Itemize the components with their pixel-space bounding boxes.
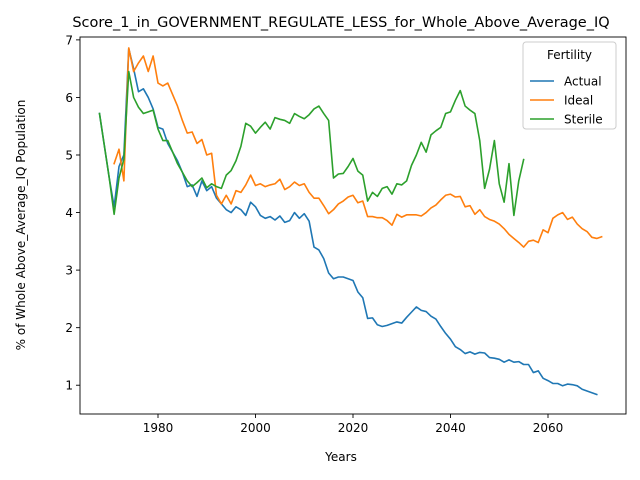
chart-title: Score_1_in_GOVERNMENT_REGULATE_LESS_for_… bbox=[72, 15, 609, 31]
x-tick-label: 1980 bbox=[143, 421, 174, 435]
x-tick-label: 2000 bbox=[240, 421, 271, 435]
legend-label-sterile: Sterile bbox=[564, 113, 603, 127]
series-line-sterile bbox=[98, 70, 525, 217]
x-tick-label: 2060 bbox=[533, 421, 564, 435]
y-tick-label: 1 bbox=[65, 379, 73, 393]
y-tick-label: 4 bbox=[65, 206, 73, 220]
y-tick-label: 7 bbox=[65, 33, 73, 47]
plot-area bbox=[98, 47, 603, 396]
legend: Fertility Actual Ideal Sterile bbox=[522, 41, 617, 130]
legend-title: Fertility bbox=[547, 48, 592, 62]
x-tick-label: 2040 bbox=[435, 421, 466, 435]
legend-label-actual: Actual bbox=[564, 75, 602, 89]
y-axis-label: % of Whole Above_Average_IQ Population bbox=[14, 100, 28, 351]
y-tick-label: 6 bbox=[65, 91, 73, 105]
x-tick-label: 2020 bbox=[338, 421, 369, 435]
axes: 1980 2000 2020 2040 2060 1 2 3 4 5 6 7 bbox=[65, 33, 627, 435]
series-line-ideal bbox=[113, 47, 603, 248]
x-axis-label: Years bbox=[324, 450, 357, 464]
legend-label-ideal: Ideal bbox=[564, 94, 593, 108]
legend-box bbox=[522, 41, 617, 130]
y-tick-label: 2 bbox=[65, 321, 73, 335]
y-tick-label: 3 bbox=[65, 264, 73, 278]
series-line-actual bbox=[98, 47, 598, 396]
y-tick-label: 5 bbox=[65, 148, 73, 162]
